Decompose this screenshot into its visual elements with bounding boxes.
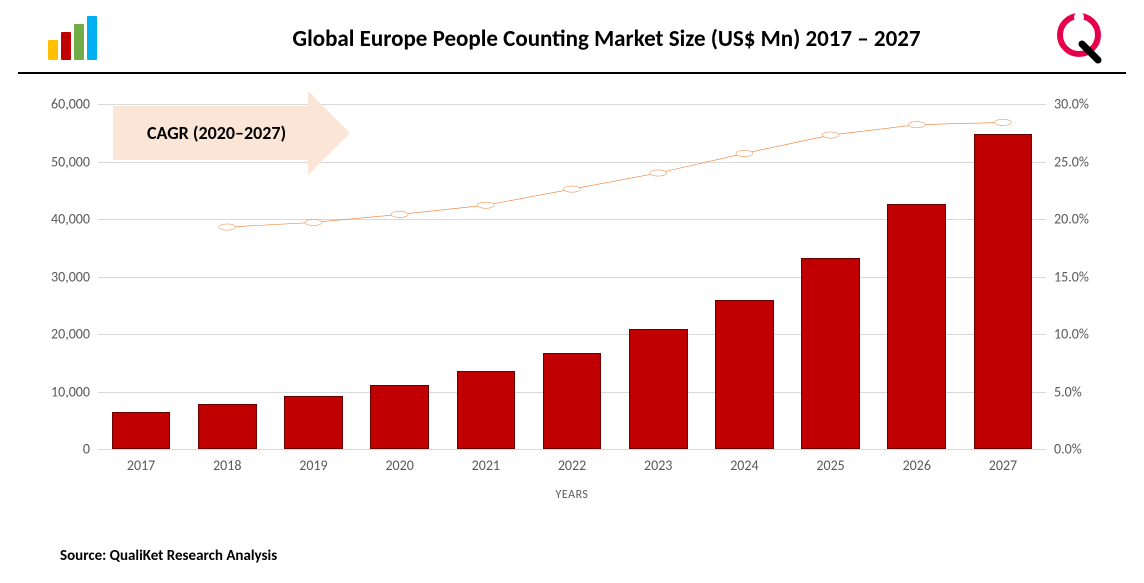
- x-axis-title: YEARS: [18, 488, 1126, 502]
- y-right-tick: 30.0%: [1054, 96, 1126, 113]
- x-tick-label: 2026: [874, 457, 960, 474]
- y-left-tick: 60,000: [18, 96, 90, 113]
- y-left-tick: 20,000: [18, 326, 90, 343]
- x-tick-label: 2023: [615, 457, 701, 474]
- header: Global Europe People Counting Market Siz…: [18, 0, 1126, 74]
- y-right-tick: 20.0%: [1054, 211, 1126, 228]
- x-tick-label: 2027: [960, 457, 1046, 474]
- mini-bar-logo: [48, 18, 97, 60]
- y-left-tick: 50,000: [18, 153, 90, 170]
- x-tick-label: 2022: [529, 457, 615, 474]
- y-right-tick: 5.0%: [1054, 383, 1126, 400]
- arrow-head-icon: [308, 91, 350, 175]
- chart-area: 0 10,000 20,000 30,000 40,000 50,000 60,000 0.…: [18, 94, 1126, 524]
- y-right-tick: 10.0%: [1054, 326, 1126, 343]
- cagr-label: CAGR (2020–2027): [113, 106, 308, 160]
- y-left-tick: 0: [18, 441, 90, 458]
- source-text: Source: QualiKet Research Analysis: [60, 547, 277, 565]
- x-tick-label: 2019: [270, 457, 356, 474]
- y-right-tick: 25.0%: [1054, 153, 1126, 170]
- x-tick-label: 2020: [357, 457, 443, 474]
- x-tick-label: 2018: [184, 457, 270, 474]
- x-tick-label: 2025: [788, 457, 874, 474]
- brand-logo-icon: [1052, 10, 1106, 64]
- cagr-annotation: CAGR (2020–2027): [113, 106, 350, 160]
- x-tick-label: 2021: [443, 457, 529, 474]
- chart-title: Global Europe People Counting Market Siz…: [117, 25, 1096, 53]
- y-right-tick: 15.0%: [1054, 268, 1126, 285]
- y-left-tick: 40,000: [18, 211, 90, 228]
- y-right-tick: 0.0%: [1054, 441, 1126, 458]
- y-left-tick: 10,000: [18, 383, 90, 400]
- y-left-tick: 30,000: [18, 268, 90, 285]
- x-tick-label: 2024: [701, 457, 787, 474]
- x-tick-label: 2017: [98, 457, 184, 474]
